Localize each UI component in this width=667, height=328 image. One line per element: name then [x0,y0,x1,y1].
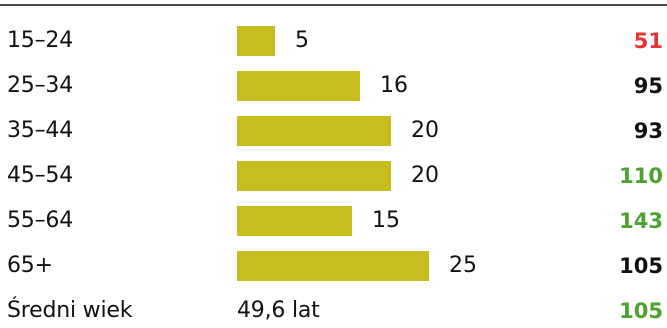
bar [237,71,360,101]
age-group-label: 15–24 [7,28,73,53]
bar-value-label: 5 [295,28,309,53]
index-value: 93 [633,119,663,143]
bar [237,251,429,281]
chart-row: 25–34 16 95 [0,69,667,103]
bar [237,26,275,56]
bar [237,161,391,191]
average-age-value: 49,6 lat [237,298,320,323]
bar-value-label: 25 [449,253,477,278]
bar-value-label: 20 [411,118,439,143]
age-group-label: 55–64 [7,208,73,233]
chart-row: 15–24 5 51 [0,24,667,58]
age-group-label: 45–54 [7,163,73,188]
chart-row: 65+ 25 105 [0,249,667,283]
index-value: 105 [619,254,663,278]
index-value: 143 [619,209,663,233]
average-age-index: 105 [619,299,663,323]
bar-value-label: 20 [411,163,439,188]
average-age-row: Średni wiek 49,6 lat 105 [0,294,667,328]
bar-value-label: 15 [372,208,400,233]
chart-row: 55–64 15 143 [0,204,667,238]
index-value: 110 [619,164,663,188]
bar-value-label: 16 [380,73,408,98]
chart-row: 35–44 20 93 [0,114,667,148]
bar [237,206,352,236]
index-value: 95 [633,74,663,98]
bar [237,116,391,146]
index-value: 51 [633,29,663,53]
average-age-label: Średni wiek [7,298,133,323]
top-rule [0,4,667,6]
chart-row: 45–54 20 110 [0,159,667,193]
age-group-label: 65+ [7,253,53,278]
age-group-label: 35–44 [7,118,73,143]
age-group-label: 25–34 [7,73,73,98]
